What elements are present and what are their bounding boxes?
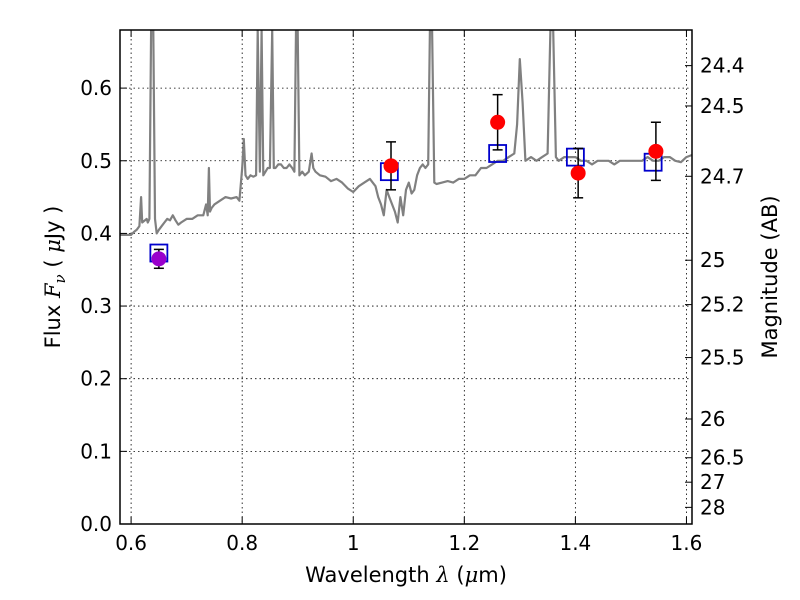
x-axis-label: Wavelength λ (μm) — [305, 563, 507, 587]
axis-ticks: 0.6 0.8 1 1.2 1.4 1.6 0.0 0.1 0.2 0.3 0.4 0.5 0.6 24.… — [80, 30, 745, 555]
axes-frame — [119, 29, 693, 525]
y-tick-label: 0.3 — [80, 294, 112, 318]
magnitude-tick-label: 26 — [700, 407, 725, 431]
grid-lines — [120, 30, 692, 525]
magnitude-tick-label: 25 — [700, 248, 725, 272]
magnitude-tick-label: 25.2 — [700, 293, 745, 317]
y-axis-label: Flux Fν ( μJy ) — [41, 206, 69, 349]
magnitude-tick-label: 24.5 — [700, 94, 745, 118]
x-tick-label: 0.8 — [226, 531, 258, 555]
magnitude-tick-label: 24.4 — [700, 54, 745, 78]
x-tick-label: 1.4 — [559, 531, 591, 555]
plot-area — [120, 30, 692, 270]
y-tick-label: 0.2 — [80, 367, 112, 391]
y-tick-label: 0.1 — [80, 439, 112, 463]
x-tick-label: 0.6 — [115, 531, 147, 555]
x-tick-label: 1.6 — [671, 531, 703, 555]
y-tick-label: 0.4 — [80, 221, 112, 245]
magnitude-tick-label: 25.5 — [700, 346, 745, 370]
observed-photometry-point — [383, 158, 399, 174]
observed-photometry-point — [648, 143, 664, 159]
magnitude-tick-label: 26.5 — [700, 446, 745, 470]
magnitude-tick-label: 27 — [700, 470, 725, 494]
y-tick-label: 0.5 — [80, 149, 112, 173]
spectrum-line — [120, 30, 692, 236]
observed-photometry-point — [151, 251, 167, 267]
x-tick-label: 1.2 — [448, 531, 480, 555]
y-tick-label: 0.6 — [80, 76, 112, 100]
magnitude-tick-label: 28 — [700, 495, 725, 519]
magnitude-tick-label: 24.7 — [700, 164, 745, 188]
x-tick-label: 1 — [347, 531, 360, 555]
y-tick-label: 0.0 — [80, 512, 112, 536]
observed-photometry-point — [490, 114, 506, 130]
magnitude-axis-label: Magnitude (AB) — [758, 195, 782, 358]
observed-photometry-point — [570, 165, 586, 181]
